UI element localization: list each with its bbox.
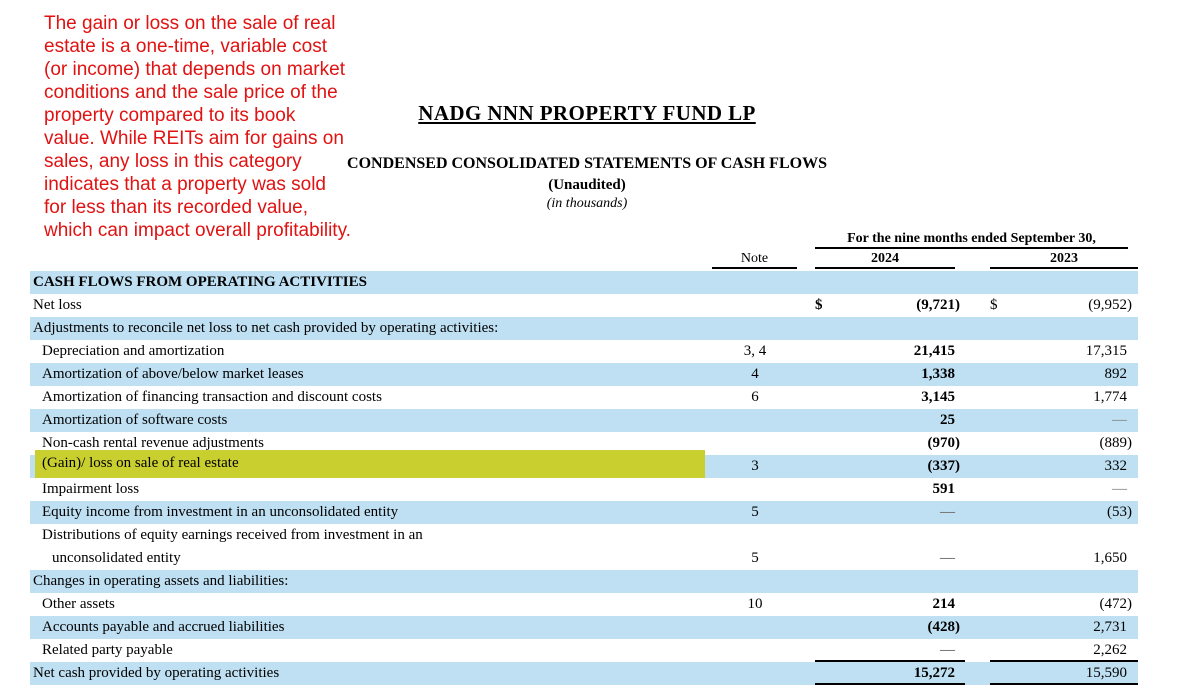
value-2024: 15,272 xyxy=(805,662,965,685)
row-label: Amortization of above/below market lease… xyxy=(42,366,304,382)
row-label: Adjustments to reconcile net loss to net… xyxy=(33,320,499,336)
row-label: Impairment loss xyxy=(42,481,140,497)
value-2024: — xyxy=(805,639,965,662)
row-note: 5 xyxy=(751,550,759,566)
value-2024: (428) xyxy=(927,619,961,635)
statement-subtitle: CONDENSED CONSOLIDATED STATEMENTS OF CAS… xyxy=(347,155,827,172)
row-label: Amortization of financing transaction an… xyxy=(42,389,382,405)
value-2024: — xyxy=(940,504,955,520)
value-2024 xyxy=(805,271,965,294)
table-row: Net cash provided by operating activitie… xyxy=(30,662,1138,685)
value-2023: (889) xyxy=(1099,435,1133,451)
row-label: Equity income from investment in an unco… xyxy=(42,504,399,520)
table-row: Net loss $ (9,721) $ (9,952) xyxy=(30,294,1138,317)
row-note: 6 xyxy=(751,389,759,405)
row-note: 3 xyxy=(751,458,759,474)
row-note: 5 xyxy=(751,504,759,520)
title-block: NADG NNN PROPERTY FUND LP CONDENSED CONS… xyxy=(287,101,887,212)
row-label: Related party payable xyxy=(42,642,173,658)
year-2024-header: 2024 xyxy=(815,251,955,269)
page-title: NADG NNN PROPERTY FUND LP xyxy=(418,101,756,125)
period-header: For the nine months ended September 30, xyxy=(815,231,1128,249)
cash-flow-table-body: CASH FLOWS FROM OPERATING ACTIVITIES Net … xyxy=(30,271,1138,685)
value-2023: 2,731 xyxy=(1093,619,1127,635)
row-label: Depreciation and amortization xyxy=(42,343,225,359)
value-2023: 332 xyxy=(1104,458,1128,474)
value-2024 xyxy=(805,317,965,340)
table-row: CASH FLOWS FROM OPERATING ACTIVITIES xyxy=(30,271,1138,294)
value-2024: 21,415 xyxy=(913,343,955,359)
row-label: (Gain)/ loss on sale of real estate xyxy=(30,450,705,478)
value-2023 xyxy=(985,271,1138,294)
table-row: Adjustments to reconcile net loss to net… xyxy=(30,317,1138,340)
row-label: Changes in operating assets and liabilit… xyxy=(33,573,289,589)
table-row: Other assets 10 214 (472) xyxy=(30,593,1138,616)
table-row: Amortization of software costs 25 — xyxy=(30,409,1138,432)
table-row: Related party payable — 2,262 xyxy=(30,639,1138,662)
value-2023 xyxy=(985,317,1138,340)
value-2024: (337) xyxy=(927,458,961,474)
row-label: Other assets xyxy=(42,596,115,612)
table-row: (Gain)/ loss on sale of real estate 3 (337… xyxy=(30,450,1138,478)
value-2023: $ (9,952) xyxy=(990,297,1132,313)
table-row: Changes in operating assets and liabilit… xyxy=(30,570,1138,593)
year-2023-header: 2023 xyxy=(990,251,1138,269)
value-2024: — xyxy=(940,550,955,566)
value-2023: — xyxy=(1112,412,1127,428)
row-label: Amortization of software costs xyxy=(42,412,228,428)
value-2023 xyxy=(985,570,1138,593)
value-2023: 2,262 xyxy=(985,639,1138,662)
value-2024: 591 xyxy=(932,481,956,497)
value-2023: (472) xyxy=(1099,596,1133,612)
note-column-header: Note xyxy=(712,251,797,269)
row-label: Non-cash rental revenue adjustments xyxy=(42,435,265,451)
row-label: Net cash provided by operating activitie… xyxy=(33,665,280,681)
units-label: (in thousands) xyxy=(546,196,628,211)
row-note: 4 xyxy=(751,366,759,382)
row-note: 3, 4 xyxy=(743,343,767,359)
value-2024: (970) xyxy=(927,435,961,451)
value-2023: (53) xyxy=(1107,504,1132,520)
annotation-note: The gain or loss on the sale of real est… xyxy=(44,13,351,241)
value-2023: — xyxy=(1112,481,1127,497)
row-label: CASH FLOWS FROM OPERATING ACTIVITIES xyxy=(33,274,367,290)
table-row: Impairment loss 591 — xyxy=(30,478,1138,501)
table-row: Depreciation and amortization 3, 4 21,415 1… xyxy=(30,340,1138,363)
table-row: Amortization of above/below market lease… xyxy=(30,363,1138,386)
row-label: Net loss xyxy=(33,297,82,313)
value-2023: 1,650 xyxy=(1093,550,1127,566)
table-row: Equity income from investment in an unco… xyxy=(30,501,1138,524)
table-row: Distributions of equity earnings receive… xyxy=(30,524,1138,570)
table-row: Accounts payable and accrued liabilities… xyxy=(30,616,1138,639)
row-label: Accounts payable and accrued liabilities xyxy=(42,619,285,635)
value-2024: 1,338 xyxy=(921,366,955,382)
table-row: Non-cash rental revenue adjustments (970)… xyxy=(30,432,1138,455)
unaudited-label: (Unaudited) xyxy=(548,177,626,193)
row-note: 10 xyxy=(747,596,763,612)
value-2024: $ (9,721) xyxy=(815,297,960,313)
value-2024 xyxy=(805,570,965,593)
table-row: Amortization of financing transaction an… xyxy=(30,386,1138,409)
value-2023: 17,315 xyxy=(1085,343,1127,359)
value-2024: 25 xyxy=(940,412,955,428)
value-2024: 3,145 xyxy=(921,389,955,405)
row-label: Distributions of equity earnings receive… xyxy=(42,527,423,566)
value-2024: 214 xyxy=(932,596,956,612)
value-2023: 1,774 xyxy=(1093,389,1127,405)
value-2023: 15,590 xyxy=(985,662,1138,685)
value-2023: 892 xyxy=(1104,366,1128,382)
